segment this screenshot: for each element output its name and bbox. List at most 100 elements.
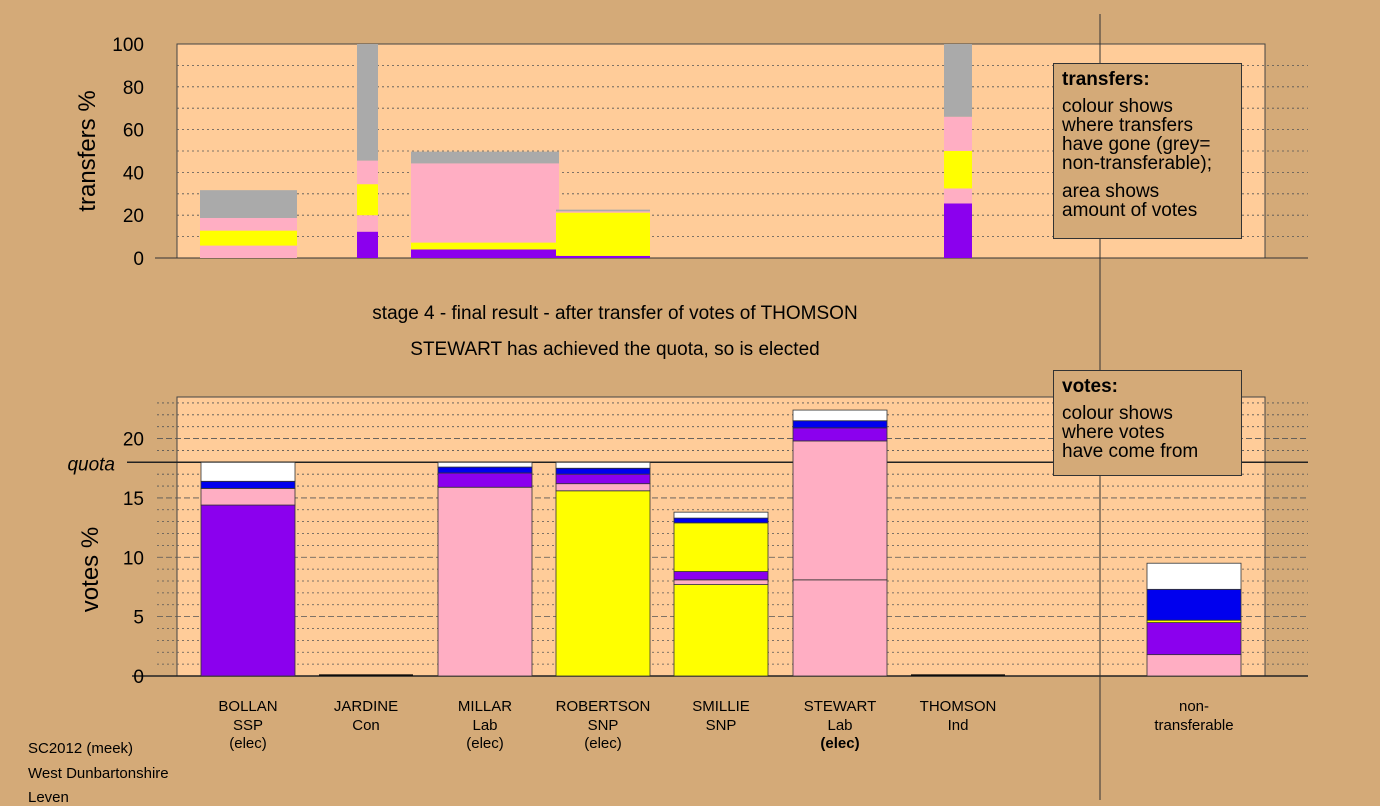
transfers-legend-line: non-transferable); [1062, 153, 1212, 174]
footer-source: SC2012 (meek) [28, 740, 134, 757]
transfer-bar-segment [357, 160, 378, 185]
votes-bar-segment [1146, 562, 1242, 590]
candidate-status-label: (elec) [820, 735, 859, 752]
votes-bar-segment [200, 461, 296, 482]
footer-ward: Leven [28, 789, 69, 806]
transfer-bar-segment [200, 217, 297, 231]
transfer-bar-segment [556, 209, 650, 212]
transfers-y-tick-label: 80 [123, 78, 144, 99]
transfers-legend-line: area shows [1062, 181, 1160, 202]
candidate-party-label: SNP [706, 717, 737, 734]
transfer-bar-segment [411, 249, 559, 258]
candidate-name-label: BOLLAN [218, 698, 277, 715]
quota-label: quota [67, 454, 115, 475]
transfers-legend-line: where transfers [1062, 115, 1193, 136]
votes-bar-segment [200, 480, 296, 489]
votes-bar-segment [792, 427, 888, 442]
candidate-status-label: (elec) [229, 735, 267, 752]
transfers-y-tick-label: 40 [123, 163, 144, 184]
votes-bar-segment [200, 488, 296, 506]
transfers-y-axis-label: transfers % [74, 90, 101, 211]
stage-subtitle: STEWART has achieved the quota, so is el… [410, 339, 820, 360]
votes-bar-segment [792, 409, 888, 422]
candidate-name-label: SMILLIE [692, 698, 750, 715]
transfer-bar-segment [200, 245, 297, 258]
transfer-bar-segment [357, 231, 378, 258]
votes-bar-segment [673, 571, 769, 581]
candidate-party-label: transferable [1154, 717, 1233, 734]
candidate-name-label: ROBERTSON [556, 698, 651, 715]
votes-bar-segment [792, 420, 888, 429]
votes-bar-segment [673, 517, 769, 524]
candidate-party-label: SSP [233, 717, 263, 734]
candidate-status-label: (elec) [466, 735, 504, 752]
transfers-legend: transfers: colour shows where transfers … [1053, 63, 1242, 239]
stage-title: stage 4 - final result - after transfer … [372, 303, 858, 324]
votes-bar-segment [673, 584, 769, 677]
transfer-bar-segment [944, 116, 972, 151]
footer-council: West Dunbartonshire [28, 765, 169, 782]
votes-bar-segment [673, 579, 769, 585]
candidate-party-label: Lab [827, 717, 852, 734]
candidate-party-label: Con [352, 717, 380, 734]
votes-bar-segment [1146, 622, 1242, 656]
votes-bar-segment [555, 467, 651, 475]
candidate-name-label: MILLAR [458, 698, 512, 715]
transfer-bar-segment [944, 151, 972, 189]
transfers-y-tick-label: 20 [123, 206, 144, 227]
votes-bar-segment [1146, 654, 1242, 677]
transfers-legend-line: amount of votes [1062, 200, 1198, 221]
votes-bar-segment [200, 504, 296, 677]
votes-bar-segment [555, 483, 651, 492]
transfer-bar-segment [556, 255, 650, 258]
candidate-party-label: SNP [588, 717, 619, 734]
transfer-bar-segment [200, 230, 297, 246]
transfer-bar-segment [357, 44, 378, 161]
votes-bar-segment [437, 486, 533, 677]
votes-legend: votes: colour shows where votes have com… [1053, 370, 1242, 476]
votes-bar-segment [1146, 588, 1242, 621]
candidate-name-label: THOMSON [920, 698, 997, 715]
votes-legend-line: have come from [1062, 441, 1199, 462]
votes-bar-segment [555, 473, 651, 485]
votes-legend-line: colour shows [1062, 403, 1173, 424]
candidate-name-label: JARDINE [334, 698, 398, 715]
votes-bar-segment [673, 522, 769, 572]
transfer-bar-segment [411, 242, 559, 250]
votes-y-axis-label: votes % [77, 527, 104, 612]
votes-bar-segment [437, 466, 533, 474]
votes-y-tick-label: 15 [123, 489, 144, 510]
transfer-bar-segment [200, 190, 297, 218]
candidate-name-label: non- [1179, 698, 1209, 715]
transfers-legend-title: transfers: [1062, 69, 1150, 90]
transfer-bar-segment [411, 151, 559, 164]
votes-bar-segment [792, 440, 888, 581]
votes-y-tick-label: 5 [133, 608, 144, 629]
votes-bar-segment [555, 461, 651, 469]
transfers-y-tick-label: 100 [112, 35, 144, 56]
transfers-legend-line: have gone (grey= [1062, 134, 1211, 155]
candidate-party-label: Ind [948, 717, 969, 734]
votes-bar-segment [437, 472, 533, 488]
transfer-bar-segment [411, 163, 559, 243]
transfers-y-tick-label: 60 [123, 121, 144, 142]
votes-bar-segment [673, 511, 769, 519]
transfer-bar-segment [357, 215, 378, 232]
votes-bar-segment [437, 461, 533, 468]
transfers-y-tick-label: 0 [133, 249, 144, 270]
candidate-status-label: (elec) [584, 735, 622, 752]
votes-y-tick-label: 20 [123, 430, 144, 451]
candidate-party-label: Lab [472, 717, 497, 734]
transfer-bar-segment [944, 188, 972, 204]
votes-bar-segment [555, 490, 651, 677]
votes-y-tick-label: 0 [133, 667, 144, 688]
votes-legend-line: where votes [1062, 422, 1165, 443]
votes-y-tick-label: 10 [123, 548, 144, 569]
transfers-legend-line: colour shows [1062, 96, 1173, 117]
transfer-bar-segment [357, 184, 378, 216]
transfer-bar-segment [944, 203, 972, 258]
transfer-bar-segment [556, 212, 650, 256]
votes-bar-segment [792, 579, 888, 677]
transfer-bar-segment [944, 44, 972, 117]
